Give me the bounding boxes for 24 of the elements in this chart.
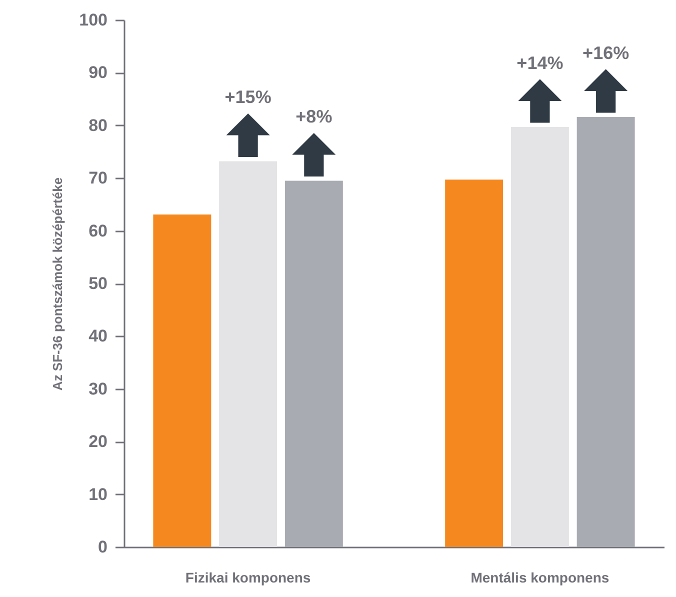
annotation: +16% (582, 42, 630, 63)
y-tick-label: 100 (79, 10, 108, 30)
y-tick-label: 30 (88, 379, 108, 398)
y-tick-label: 80 (88, 116, 108, 135)
y-tick-label: 40 (88, 326, 108, 346)
y-tick-label: 70 (88, 168, 108, 188)
x-tick-label: Mentális komponens (470, 570, 610, 586)
annotation: +14% (516, 52, 564, 73)
y-tick-label: 10 (88, 484, 108, 504)
annotation: +15% (224, 87, 272, 108)
y-tick-label: 60 (88, 221, 108, 240)
annotation: +8% (296, 106, 332, 127)
y-axis-title: Az SF-36 pontszámok középértéke (50, 177, 66, 391)
bar (510, 126, 569, 547)
bar (576, 116, 635, 547)
bar (445, 180, 504, 547)
bar (219, 161, 278, 547)
y-tick-label: 20 (88, 432, 108, 452)
y-tick-label: 90 (88, 63, 108, 82)
bar (153, 214, 212, 547)
bar (284, 180, 343, 547)
y-tick-label: 0 (98, 538, 108, 556)
x-tick-label: Fizikai komponens (185, 570, 311, 586)
y-tick-label: 50 (88, 274, 108, 293)
